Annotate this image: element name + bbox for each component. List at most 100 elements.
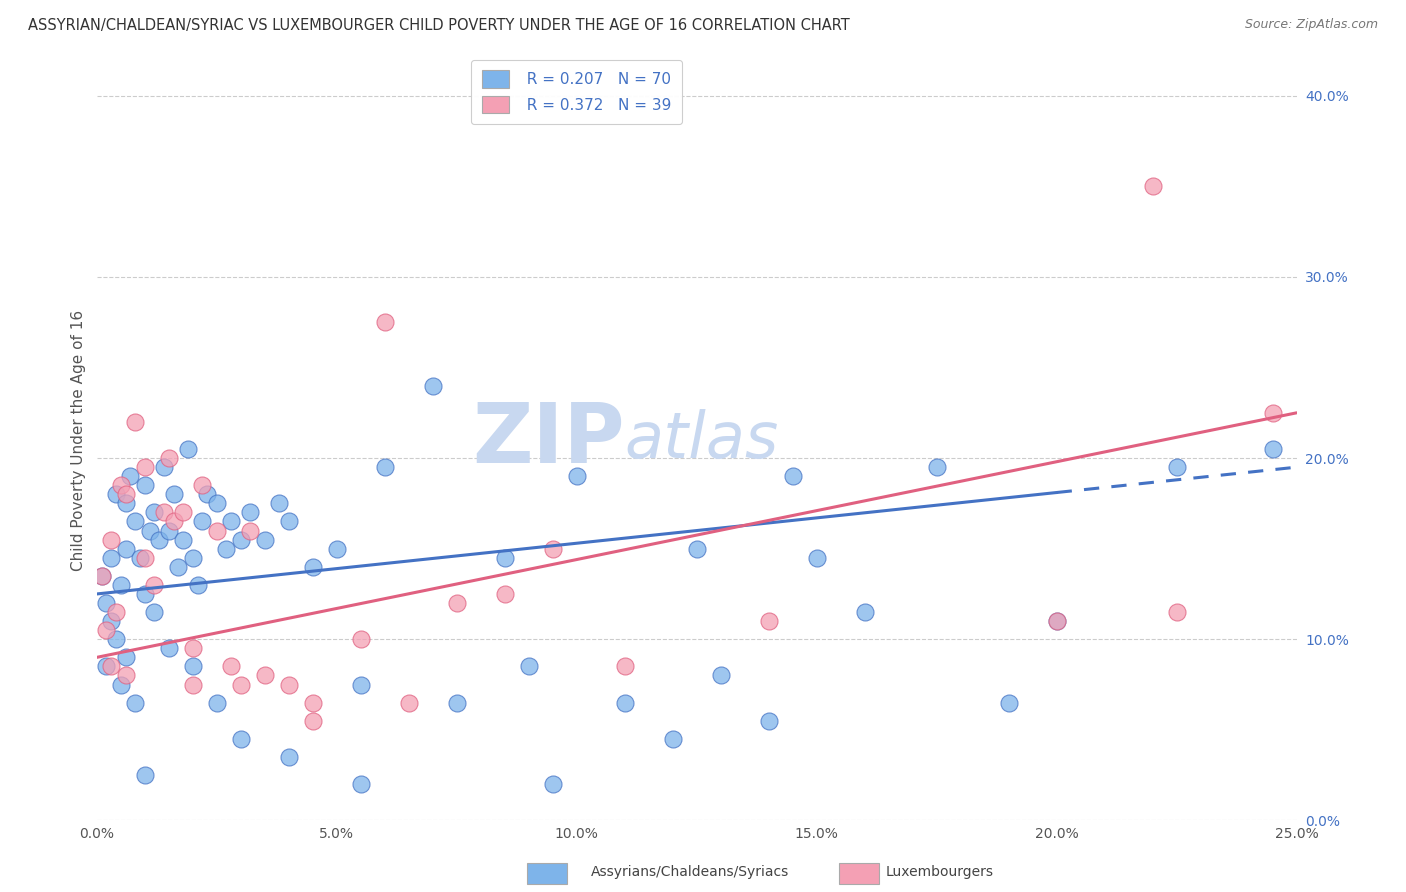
- Text: ZIP: ZIP: [472, 400, 624, 481]
- Point: [229, 533, 252, 547]
- Point: [143, 605, 166, 619]
- Point: [181, 550, 204, 565]
- Point: [157, 451, 180, 466]
- Point: [90, 569, 112, 583]
- Point: [187, 578, 209, 592]
- Point: [422, 378, 444, 392]
- Point: [134, 768, 156, 782]
- Point: [374, 315, 396, 329]
- Text: atlas: atlas: [624, 409, 779, 471]
- Point: [446, 596, 468, 610]
- Point: [215, 541, 238, 556]
- Point: [124, 515, 146, 529]
- Point: [758, 614, 780, 628]
- Point: [110, 478, 132, 492]
- Point: [172, 533, 194, 547]
- Point: [110, 578, 132, 592]
- Point: [181, 641, 204, 656]
- Point: [613, 659, 636, 673]
- Point: [541, 541, 564, 556]
- Point: [110, 677, 132, 691]
- Point: [925, 460, 948, 475]
- Point: [219, 515, 242, 529]
- Point: [100, 614, 122, 628]
- Point: [138, 524, 160, 538]
- Point: [157, 524, 180, 538]
- Point: [162, 487, 184, 501]
- Point: [269, 496, 291, 510]
- Point: [782, 469, 804, 483]
- Point: [114, 496, 136, 510]
- Point: [143, 505, 166, 519]
- Point: [96, 623, 118, 637]
- Point: [661, 731, 683, 746]
- Point: [253, 668, 276, 682]
- Point: [114, 487, 136, 501]
- Point: [494, 587, 516, 601]
- Point: [104, 487, 127, 501]
- Point: [686, 541, 709, 556]
- Point: [494, 550, 516, 565]
- Point: [134, 550, 156, 565]
- Point: [181, 659, 204, 673]
- Point: [1166, 605, 1188, 619]
- Point: [114, 541, 136, 556]
- Point: [96, 659, 118, 673]
- Point: [277, 515, 299, 529]
- Point: [114, 668, 136, 682]
- Legend:   R = 0.207   N = 70,   R = 0.372   N = 39: R = 0.207 N = 70, R = 0.372 N = 39: [471, 60, 682, 124]
- Point: [205, 696, 228, 710]
- Point: [100, 659, 122, 673]
- Point: [1261, 442, 1284, 456]
- Point: [100, 533, 122, 547]
- Point: [205, 496, 228, 510]
- Point: [96, 596, 118, 610]
- Point: [853, 605, 876, 619]
- Point: [104, 605, 127, 619]
- Point: [398, 696, 420, 710]
- Point: [301, 714, 323, 728]
- Point: [134, 587, 156, 601]
- Point: [253, 533, 276, 547]
- Point: [153, 505, 176, 519]
- Point: [229, 731, 252, 746]
- Point: [205, 524, 228, 538]
- Point: [90, 569, 112, 583]
- Point: [219, 659, 242, 673]
- Point: [374, 460, 396, 475]
- Point: [134, 478, 156, 492]
- Point: [613, 696, 636, 710]
- Point: [710, 668, 733, 682]
- Point: [229, 677, 252, 691]
- Point: [1046, 614, 1069, 628]
- Text: ASSYRIAN/CHALDEAN/SYRIAC VS LUXEMBOURGER CHILD POVERTY UNDER THE AGE OF 16 CORRE: ASSYRIAN/CHALDEAN/SYRIAC VS LUXEMBOURGER…: [28, 18, 849, 33]
- Point: [565, 469, 588, 483]
- Point: [997, 696, 1019, 710]
- Point: [1166, 460, 1188, 475]
- Point: [1142, 179, 1164, 194]
- Point: [301, 696, 323, 710]
- Point: [195, 487, 218, 501]
- Point: [181, 677, 204, 691]
- Point: [104, 632, 127, 647]
- Point: [143, 578, 166, 592]
- Point: [120, 469, 142, 483]
- Point: [1046, 614, 1069, 628]
- Point: [191, 515, 214, 529]
- Point: [167, 559, 190, 574]
- Point: [277, 677, 299, 691]
- Point: [162, 515, 184, 529]
- Point: [1261, 406, 1284, 420]
- Point: [114, 650, 136, 665]
- Point: [129, 550, 152, 565]
- Text: Source: ZipAtlas.com: Source: ZipAtlas.com: [1244, 18, 1378, 31]
- Text: Luxembourgers: Luxembourgers: [886, 865, 994, 880]
- Point: [134, 460, 156, 475]
- Point: [806, 550, 828, 565]
- Point: [239, 524, 262, 538]
- Point: [172, 505, 194, 519]
- Point: [153, 460, 176, 475]
- Point: [350, 677, 373, 691]
- Y-axis label: Child Poverty Under the Age of 16: Child Poverty Under the Age of 16: [72, 310, 86, 571]
- Point: [177, 442, 200, 456]
